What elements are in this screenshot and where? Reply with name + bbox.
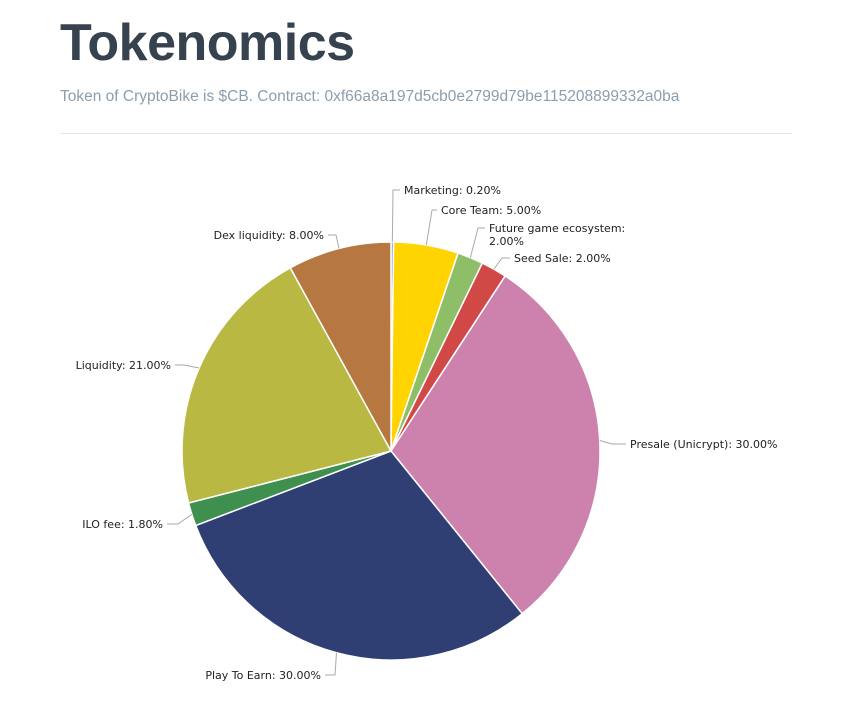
slice-label: Dex liquidity: 8.00% <box>214 229 324 242</box>
leader-line <box>175 364 200 369</box>
slice-label: Play To Earn: 30.00% <box>205 669 321 682</box>
pie-slice <box>390 274 601 615</box>
header: Tokenomics Token of CryptoBike is $CB. C… <box>60 12 792 106</box>
leader-line <box>425 209 437 246</box>
leader-line <box>167 513 193 525</box>
leader-line <box>493 257 510 270</box>
pie-slice <box>194 450 524 661</box>
leader-line <box>391 189 400 243</box>
slice-label: Presale (Unicrypt): 30.00% <box>630 438 777 451</box>
page-title: Tokenomics <box>60 14 355 72</box>
page-subtitle: Token of CryptoBike is $CB. Contract: 0x… <box>60 88 680 105</box>
divider <box>60 133 792 134</box>
slice-label: Future game ecosystem: 2.00% <box>489 222 625 248</box>
slice-label: Liquidity: 21.00% <box>76 359 171 372</box>
leader-line <box>325 652 337 676</box>
slice-label: Seed Sale: 2.00% <box>514 252 611 265</box>
slice-label: ILO fee: 1.80% <box>82 518 163 531</box>
leader-line <box>599 440 626 445</box>
leader-line <box>328 234 340 249</box>
leader-line <box>469 227 485 258</box>
pie-slice <box>181 266 393 504</box>
slice-label: Marketing: 0.20% <box>404 184 501 197</box>
pie-slice <box>289 241 392 452</box>
slice-label: Core Team: 5.00% <box>441 204 541 217</box>
